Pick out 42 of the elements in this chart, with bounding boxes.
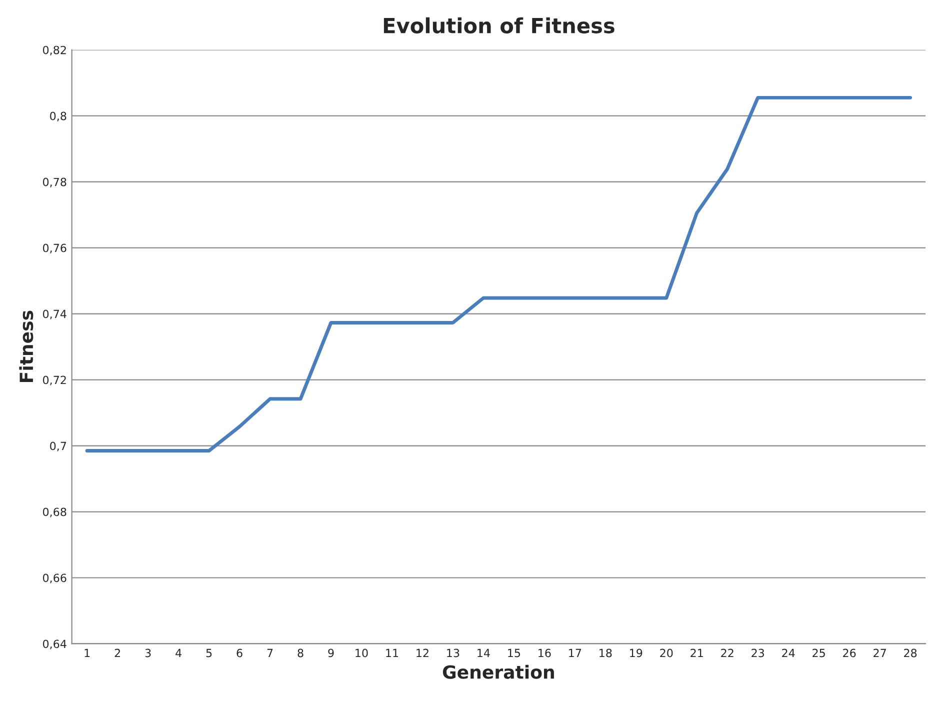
x-tick-label: 21 xyxy=(690,648,703,658)
x-tick-label: 2 xyxy=(114,648,120,658)
x-tick-label: 11 xyxy=(386,648,398,658)
y-tick-label: 0,8 xyxy=(50,112,66,122)
x-tick-label: 6 xyxy=(236,648,242,658)
y-tick-label: 0,76 xyxy=(42,244,66,254)
y-tick-label: 0,78 xyxy=(42,178,66,188)
y-tick-label: 0,82 xyxy=(42,46,66,56)
x-tick-label: 7 xyxy=(267,648,273,658)
x-tick-label: 5 xyxy=(206,648,212,658)
x-tick-label: 9 xyxy=(328,648,334,658)
x-tick-label: 23 xyxy=(752,648,764,658)
x-tick-label: 15 xyxy=(508,648,520,658)
x-tick-label: 4 xyxy=(176,648,182,658)
line-series xyxy=(85,96,912,452)
x-tick-label: 22 xyxy=(721,648,734,658)
x-tick-label: 8 xyxy=(298,648,304,658)
x-tick-label: 16 xyxy=(538,648,551,658)
x-tick-label: 27 xyxy=(874,648,886,658)
y-tick-label: 0,7 xyxy=(50,442,66,452)
y-tick-label: 0,68 xyxy=(42,508,66,518)
x-tick-label: 17 xyxy=(569,648,582,658)
x-tick-label: 14 xyxy=(478,648,490,658)
x-tick-label: 3 xyxy=(145,648,151,658)
y-axis-title: Fitness xyxy=(19,310,34,382)
x-tick-label: 25 xyxy=(812,648,825,658)
x-tick-label: 10 xyxy=(356,648,368,658)
y-tick-label: 0,64 xyxy=(42,640,66,650)
x-tick-label: 20 xyxy=(660,648,673,658)
x-tick-label: 18 xyxy=(600,648,612,658)
y-tick-label: 0,72 xyxy=(42,376,66,386)
x-tick-label: 12 xyxy=(416,648,428,658)
y-tick-label: 0,66 xyxy=(42,574,66,584)
x-tick-label: 26 xyxy=(843,648,856,658)
x-tick-label: 13 xyxy=(447,648,460,658)
x-axis-title: Generation xyxy=(442,664,554,679)
x-tick-label: 19 xyxy=(630,648,642,658)
x-tick-label: 28 xyxy=(904,648,917,658)
x-tick-label: 24 xyxy=(782,648,795,658)
chart-title: Evolution of Fitness xyxy=(384,17,614,34)
x-tick-label: 1 xyxy=(84,648,90,658)
y-tick-label: 0,74 xyxy=(42,310,66,320)
